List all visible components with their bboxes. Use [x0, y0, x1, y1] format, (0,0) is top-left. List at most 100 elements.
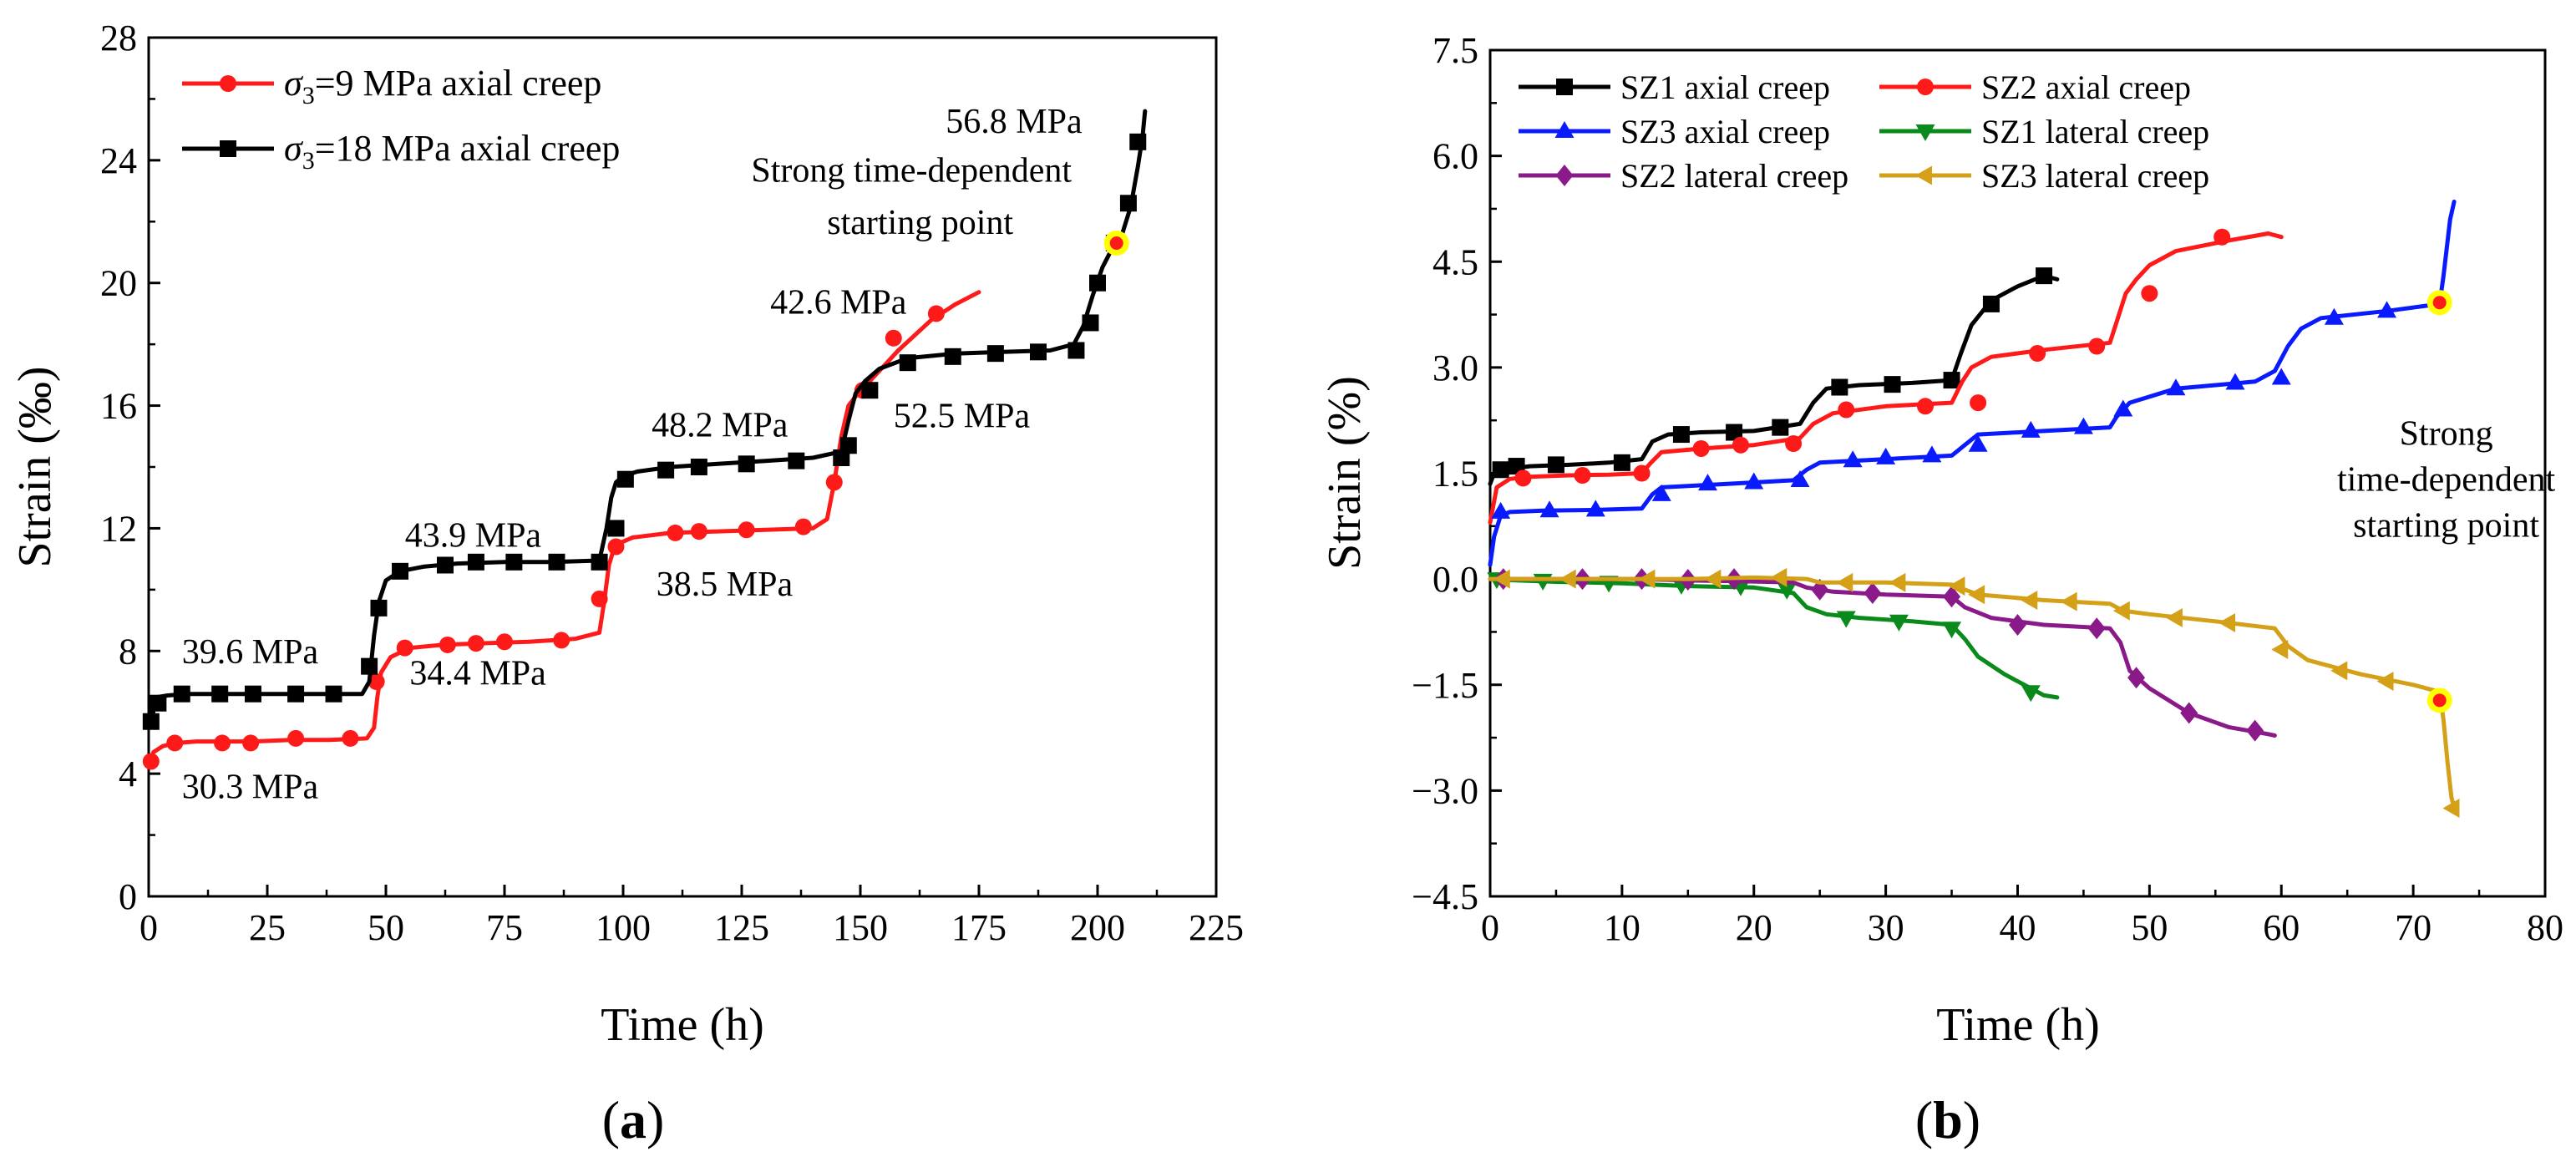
data-point — [2073, 417, 2093, 434]
x-tick-label: 50 — [368, 907, 404, 948]
x-tick-label: 100 — [596, 907, 651, 948]
y-tick-label: 8 — [119, 631, 137, 672]
data-point — [1864, 582, 1882, 605]
x-tick-label: 75 — [486, 907, 523, 948]
y-tick-label: 4.5 — [1433, 241, 1478, 282]
data-point — [2376, 672, 2394, 692]
x-tick-label: 0 — [1481, 907, 1499, 948]
data-point — [927, 305, 945, 322]
y-tick-label: 1.5 — [1433, 454, 1478, 495]
x-tick-label: 200 — [1070, 907, 1125, 948]
data-point — [825, 474, 843, 491]
data-point — [1089, 274, 1106, 292]
data-point — [214, 734, 231, 752]
y-tick-label: 12 — [100, 508, 137, 549]
data-point — [370, 599, 388, 617]
data-point — [1942, 622, 1962, 639]
data-point — [690, 459, 707, 475]
panel-label: (a) — [602, 1090, 665, 1149]
data-point — [211, 685, 229, 703]
data-point — [1922, 445, 1942, 463]
annotation: 56.8 MPa — [946, 103, 1083, 141]
x-tick-label: 225 — [1189, 907, 1244, 948]
legend-label: SZ2 lateral creep — [1620, 157, 1848, 195]
data-point — [392, 562, 409, 580]
y-tick-label: 24 — [100, 140, 137, 181]
legend-marker — [1555, 165, 1574, 186]
annotation: 38.5 MPa — [657, 566, 794, 604]
data-point — [794, 518, 812, 535]
data-point — [287, 685, 305, 703]
data-point — [1970, 394, 1987, 412]
data-point — [2442, 798, 2460, 818]
data-point — [368, 673, 385, 690]
data-point — [1613, 454, 1630, 471]
panel-b: 0 10 20 30 40 50 60 70 80 −4.5 −3.0 −1.5 0.0 1.5 3.0 4.… — [1319, 30, 2563, 1149]
annotation: Strong — [2400, 415, 2493, 454]
data-point — [2324, 307, 2344, 325]
data-point — [1982, 295, 2000, 312]
data-point — [1770, 567, 1787, 587]
series-line — [146, 290, 981, 767]
data-point — [2112, 601, 2130, 621]
x-tick-label: 80 — [2527, 907, 2563, 948]
data-point — [2127, 667, 2146, 689]
data-point — [1968, 585, 1985, 605]
legend-label: SZ3 axial creep — [1620, 113, 1830, 150]
data-point — [1948, 576, 1965, 596]
annotation: 34.4 MPa — [409, 655, 546, 693]
x-tick-label: 30 — [1868, 907, 1904, 948]
legend-label: σ3=9 MPa axial creep — [284, 63, 601, 109]
data-point — [2165, 608, 2183, 628]
data-point — [1785, 435, 1803, 453]
data-point — [1772, 419, 1789, 436]
data-point — [657, 461, 675, 479]
legend-marker — [1554, 121, 1575, 138]
x-tick-label: 150 — [833, 907, 888, 948]
series-5 — [1488, 568, 2277, 742]
series-1 — [1488, 267, 2060, 486]
y-tick-label: 16 — [100, 386, 137, 427]
series-2 — [142, 109, 1148, 730]
y-tick-label: 4 — [119, 754, 137, 794]
data-point — [325, 685, 342, 703]
data-point — [287, 729, 305, 747]
x-tick-label: 20 — [1736, 907, 1772, 948]
data-point — [1726, 424, 1743, 441]
data-point — [2225, 373, 2245, 390]
annotation: 43.9 MPa — [405, 516, 542, 555]
x-tick-label: 50 — [2131, 907, 2168, 948]
data-point — [2141, 285, 2158, 302]
data-point — [616, 470, 634, 488]
data-point — [1732, 436, 1749, 454]
y-axis-label: Strain (%) — [1319, 376, 1371, 570]
data-point — [1884, 376, 1901, 393]
y-tick-label: 20 — [100, 263, 137, 304]
data-point — [2113, 399, 2133, 417]
data-point — [2377, 301, 2397, 318]
data-point — [607, 520, 625, 537]
data-point — [1777, 582, 1797, 600]
data-point — [1585, 500, 1605, 517]
data-point — [2009, 613, 2026, 636]
data-point — [1514, 469, 1532, 487]
data-point — [2021, 590, 2038, 610]
annotation: 30.3 MPa — [182, 769, 319, 807]
y-axis-label: Strain (‰) — [9, 366, 61, 567]
data-point — [2180, 702, 2198, 724]
x-tick-label: 40 — [2000, 907, 2036, 948]
x-tick-label: 70 — [2395, 907, 2431, 948]
data-point — [788, 452, 805, 469]
data-point — [1547, 456, 1564, 474]
legend-label: SZ1 lateral creep — [1981, 113, 2209, 150]
data-point — [1838, 401, 1855, 419]
series-line — [1488, 273, 2060, 486]
data-point — [2060, 591, 2077, 611]
annotation: starting point — [827, 204, 1013, 242]
series-line — [1488, 231, 2284, 525]
series-6 — [1488, 567, 2460, 818]
data-point — [885, 329, 902, 347]
data-point — [1968, 434, 1988, 452]
data-point — [2029, 344, 2046, 362]
